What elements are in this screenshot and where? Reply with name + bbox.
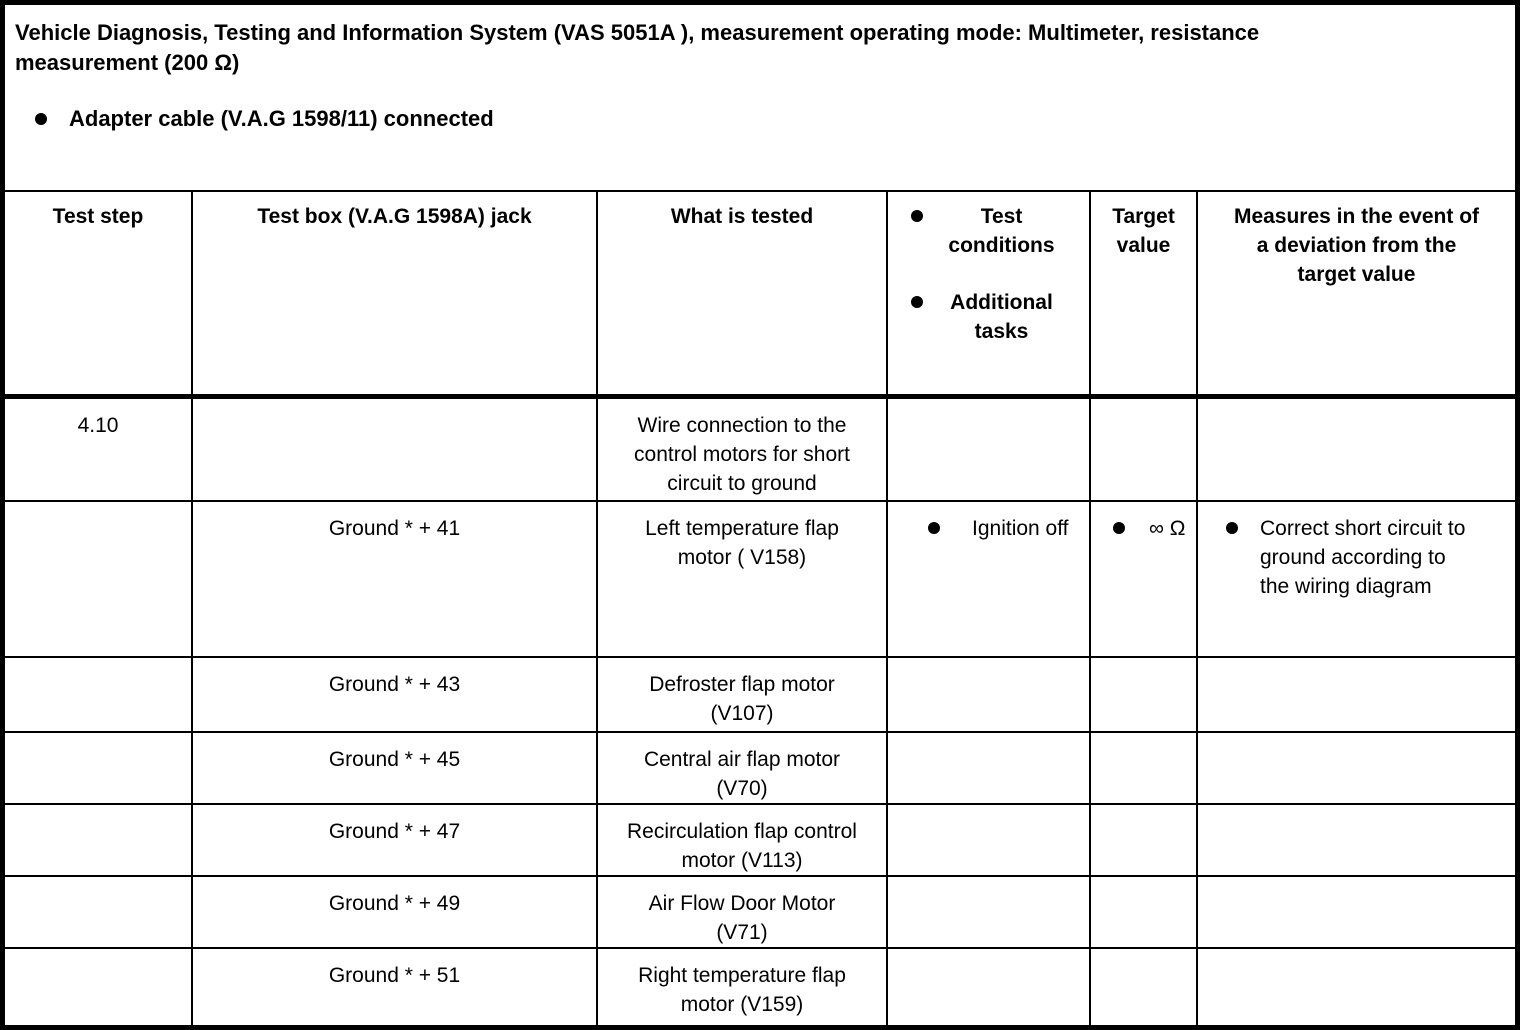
measure-item: Correct short circuit to ground accordin…: [1198, 514, 1515, 601]
condition-item: Ignition off: [888, 514, 1089, 543]
header-measures: Measures in the event of a deviation fro…: [1198, 192, 1515, 399]
cell-target-value: [1091, 805, 1198, 877]
note-label: Adapter cable (V.A.G 1598/11) connected: [69, 106, 494, 131]
cell-what-is-tested: Left temperature flap motor ( V158): [598, 502, 888, 658]
cell-target-value: [1091, 733, 1198, 805]
cell-test-step: [5, 805, 193, 877]
header-additional-tasks-item: Additional tasks: [888, 288, 1089, 346]
cell-test-step: [5, 877, 193, 949]
cell-jack: Ground * + 47: [193, 805, 598, 877]
document-header: Vehicle Diagnosis, Testing and Informati…: [5, 5, 1515, 78]
cell-conditions: [888, 805, 1091, 877]
cell-conditions: [888, 877, 1091, 949]
cell-what-is-tested: Recirculation flap control motor (V113): [598, 805, 888, 877]
bullet-icon: [1113, 522, 1125, 534]
cell-what-is-tested: Central air flap motor (V70): [598, 733, 888, 805]
header-target-value: Target value: [1091, 192, 1198, 399]
cell-jack: Ground * + 51: [193, 949, 598, 1025]
bullet-icon: [1226, 522, 1238, 534]
condition-label: Ignition off: [972, 517, 1069, 540]
cell-measures: [1198, 877, 1515, 949]
cell-conditions: [888, 399, 1091, 502]
cell-test-step: [5, 733, 193, 805]
measure-label: Correct short circuit to ground accordin…: [1260, 517, 1466, 598]
header-test-box-jack: Test box (V.A.G 1598A) jack: [193, 192, 598, 399]
cell-target-value: [1091, 877, 1198, 949]
cell-conditions: [888, 733, 1091, 805]
target-value-item: ∞ Ω: [1091, 514, 1196, 543]
cell-target-value: [1091, 399, 1198, 502]
cell-conditions: [888, 658, 1091, 733]
header-what-is-tested: What is tested: [598, 192, 888, 399]
cell-test-step: [5, 502, 193, 658]
cell-what-is-tested: Defroster flap motor (V107): [598, 658, 888, 733]
page-title-line-2: measurement (200 Ω): [15, 50, 240, 75]
page-title-line-1: Vehicle Diagnosis, Testing and Informati…: [15, 20, 1260, 45]
header-conditions-label: Test conditions: [948, 205, 1055, 257]
cell-measures: Correct short circuit to ground accordin…: [1198, 502, 1515, 658]
cell-target-value: ∞ Ω: [1091, 502, 1198, 658]
cell-target-value: [1091, 658, 1198, 733]
cell-measures: [1198, 733, 1515, 805]
cell-conditions: Ignition off: [888, 502, 1091, 658]
cell-jack: Ground * + 49: [193, 877, 598, 949]
cell-test-step: 4.10: [5, 399, 193, 502]
header-conditions-item: Test conditions: [888, 202, 1089, 260]
cell-conditions: [888, 949, 1091, 1025]
cell-jack: Ground * + 43: [193, 658, 598, 733]
target-value-label: ∞ Ω: [1149, 517, 1186, 540]
header-test-step: Test step: [5, 192, 193, 399]
cell-test-step: [5, 949, 193, 1025]
cell-measures: [1198, 658, 1515, 733]
cell-measures: [1198, 805, 1515, 877]
cell-measures: [1198, 399, 1515, 502]
cell-jack: [193, 399, 598, 502]
cell-test-step: [5, 658, 193, 733]
cell-what-is-tested: Right temperature flap motor (V159): [598, 949, 888, 1025]
header-test-conditions: Test conditions Additional tasks: [888, 192, 1091, 399]
cell-what-is-tested: Air Flow Door Motor (V71): [598, 877, 888, 949]
header-additional-tasks-label: Additional tasks: [950, 291, 1053, 343]
cell-measures: [1198, 949, 1515, 1025]
cell-jack: Ground * + 41: [193, 502, 598, 658]
note-adapter-cable: Adapter cable (V.A.G 1598/11) connected: [35, 104, 494, 133]
cell-target-value: [1091, 949, 1198, 1025]
cell-what-is-tested: Wire connection to the control motors fo…: [598, 399, 888, 502]
cell-jack: Ground * + 45: [193, 733, 598, 805]
bullet-icon: [35, 113, 47, 125]
bullet-icon: [910, 296, 923, 308]
bullet-icon: [928, 522, 940, 534]
bullet-icon: [910, 210, 923, 222]
test-table: Test step Test box (V.A.G 1598A) jack Wh…: [5, 190, 1515, 1025]
